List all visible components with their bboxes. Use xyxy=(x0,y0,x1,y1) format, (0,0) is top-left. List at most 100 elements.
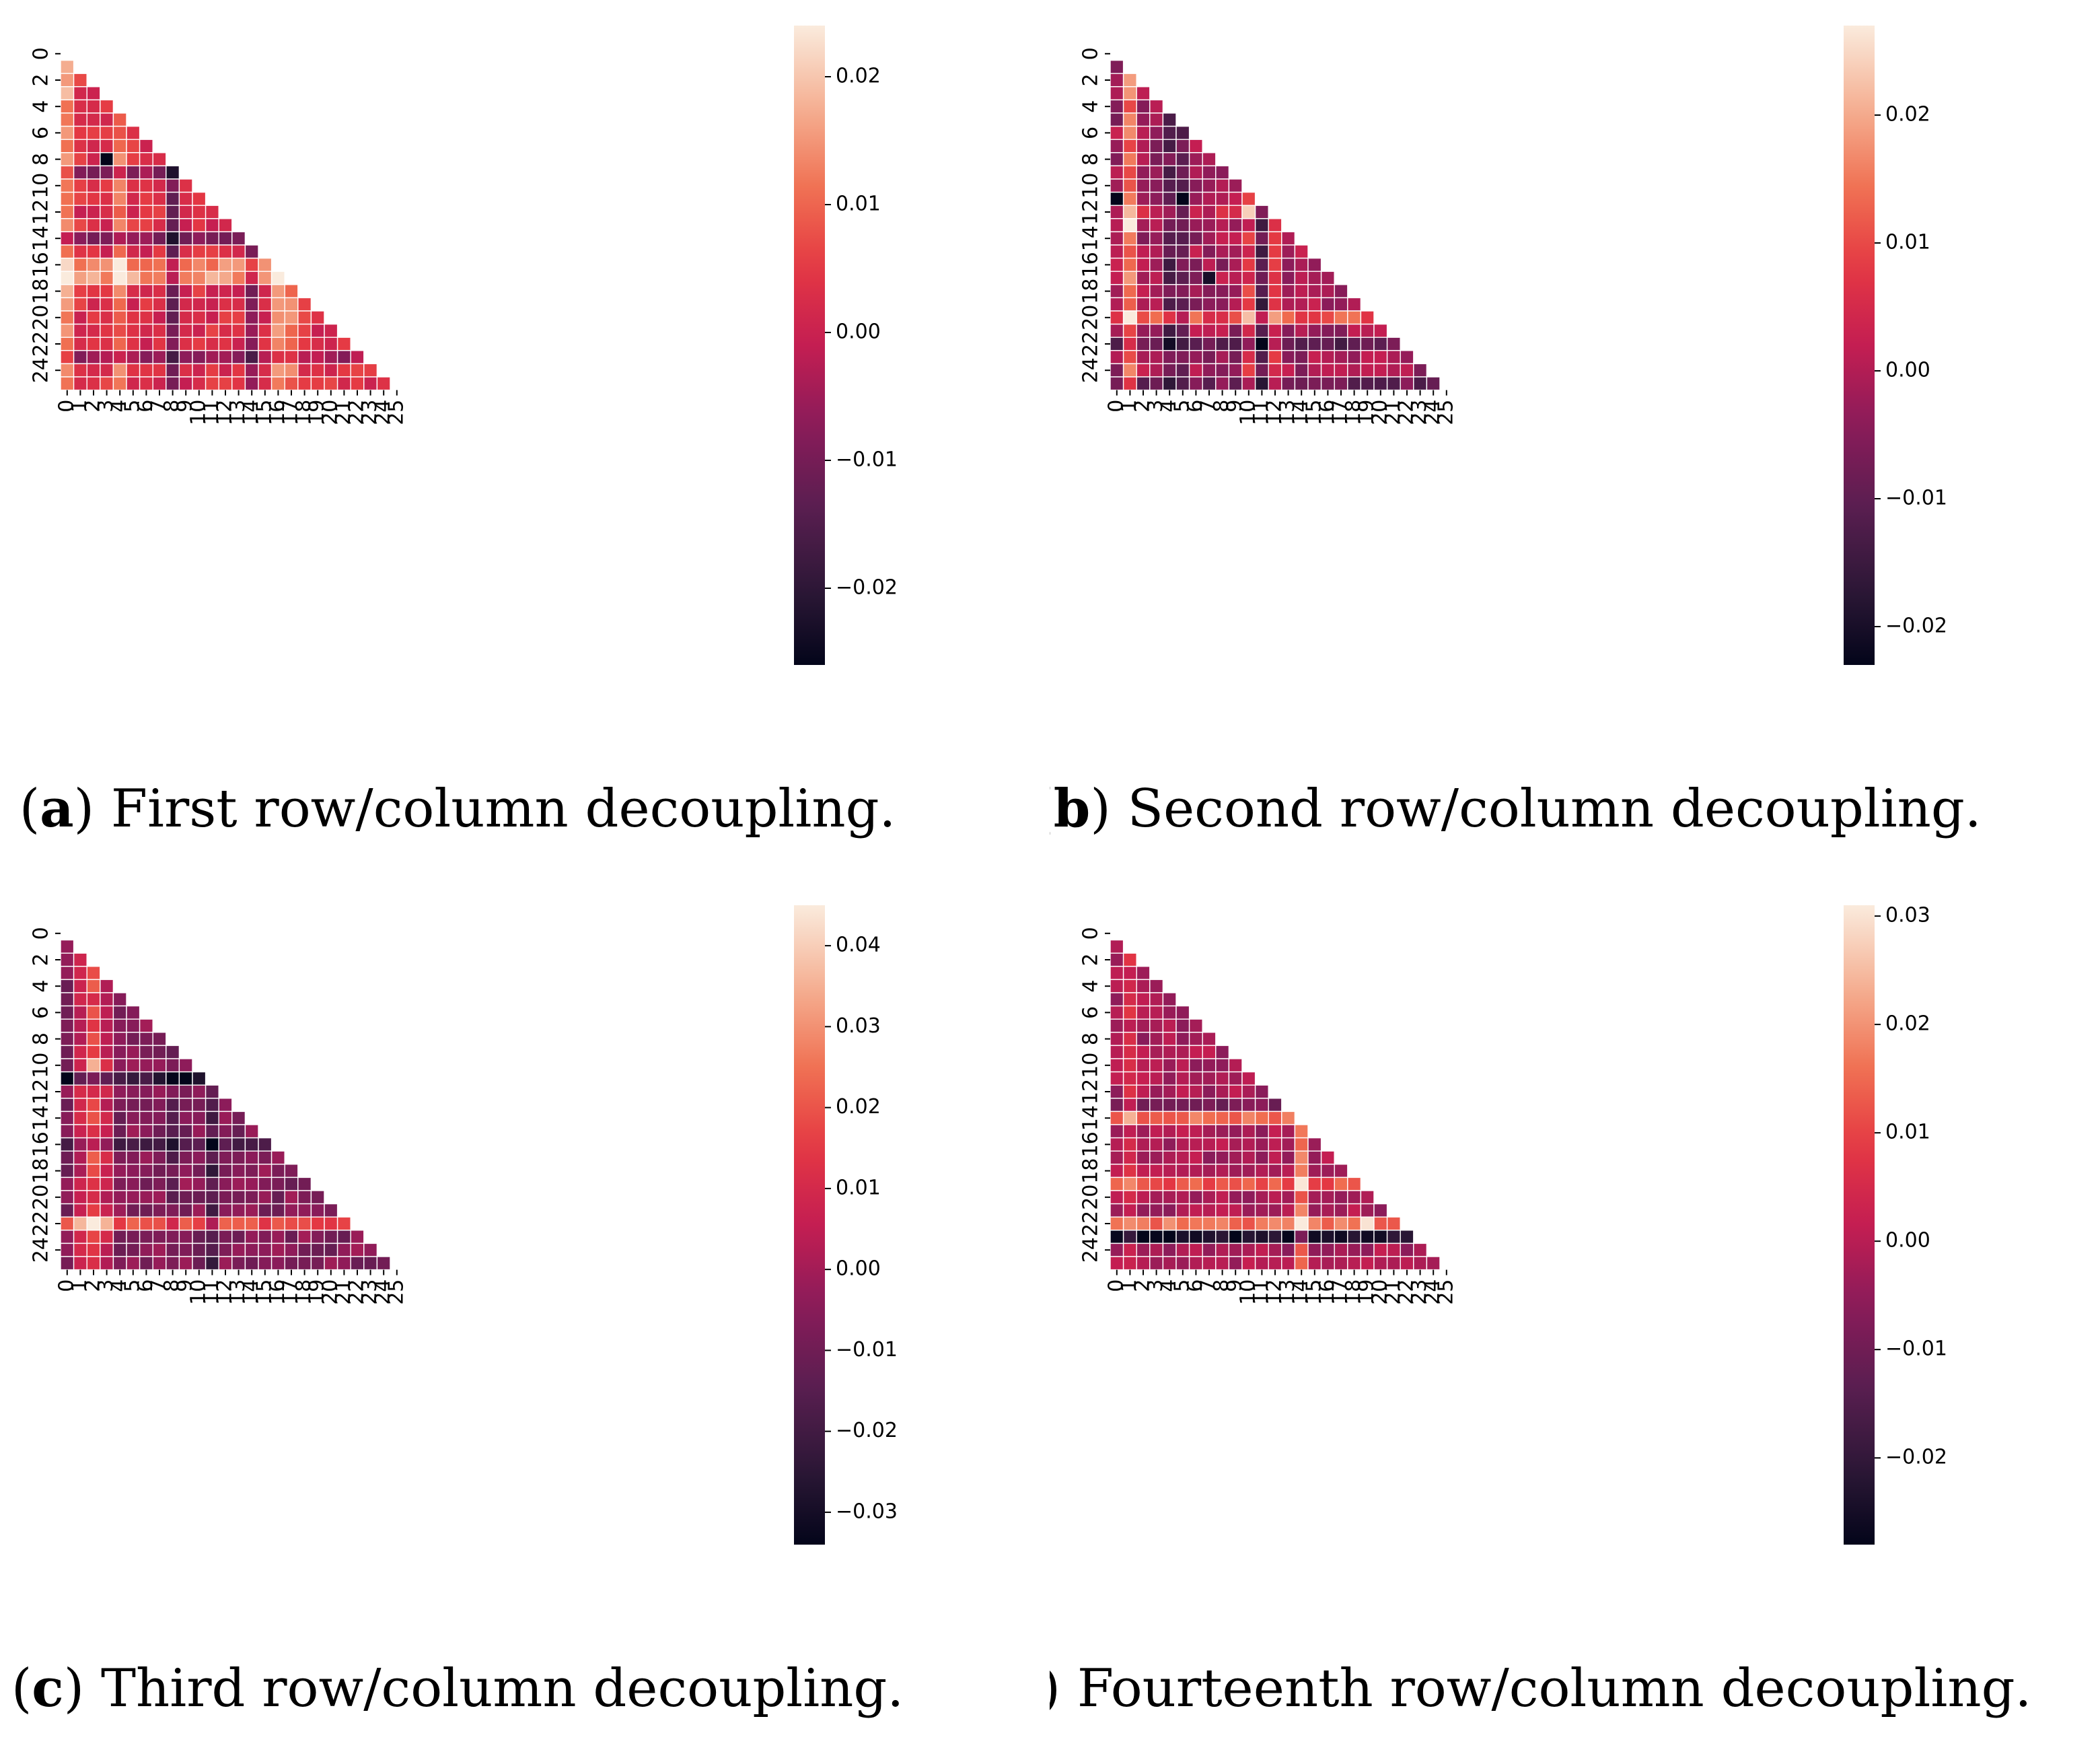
y-tick-label: 22 xyxy=(30,1211,53,1236)
heatmap-cell xyxy=(139,139,153,153)
heatmap-cell xyxy=(350,1230,365,1244)
heatmap-cell xyxy=(1281,244,1296,259)
heatmap-cell xyxy=(205,350,219,365)
y-tick-label: 2 xyxy=(1079,953,1103,966)
colorbar-tick-label: 0.04 xyxy=(836,934,881,957)
heatmap-cell xyxy=(60,191,75,206)
heatmap-cell xyxy=(1254,1256,1269,1271)
heatmap-cell xyxy=(100,1045,114,1059)
heatmap-cell xyxy=(218,1176,233,1191)
heatmap-cell xyxy=(1228,310,1243,325)
heatmap-cell xyxy=(1175,178,1190,193)
heatmap-cell xyxy=(166,191,180,206)
heatmap-cell xyxy=(112,1098,127,1113)
heatmap-cell xyxy=(178,1137,193,1152)
heatmap-cell xyxy=(1294,297,1309,312)
y-tick-label: 4 xyxy=(1079,980,1103,993)
heatmap-cell xyxy=(60,1216,75,1231)
heatmap-cell xyxy=(73,1176,87,1191)
heatmap-cell xyxy=(297,1190,312,1205)
heatmap-cell xyxy=(1228,1242,1243,1257)
heatmap-cell xyxy=(1175,1242,1190,1257)
heatmap-cell xyxy=(1149,1071,1164,1086)
heatmap-cell xyxy=(60,1242,75,1257)
heatmap-cell xyxy=(1307,337,1322,351)
caption-text: Fourteenth row/column decoupling. xyxy=(1077,1658,2031,1719)
heatmap-cell xyxy=(1347,323,1362,338)
heatmap-cell xyxy=(60,966,75,981)
y-tick-label: 0 xyxy=(30,927,53,940)
x-tick-label: 20 xyxy=(318,400,342,425)
heatmap-cell xyxy=(1202,271,1217,285)
heatmap-cell xyxy=(1360,1190,1375,1205)
colorbar-tick-label: −0.03 xyxy=(836,1500,898,1523)
heatmap-cell xyxy=(1373,1216,1388,1231)
heatmap-cell xyxy=(73,979,87,993)
heatmap-cell xyxy=(1334,376,1348,391)
x-tick-label: 11 xyxy=(1250,1279,1273,1305)
heatmap-cell xyxy=(73,1137,87,1152)
heatmap-cell xyxy=(1122,1216,1137,1231)
heatmap-cell xyxy=(1215,1203,1230,1218)
heatmap-cell xyxy=(86,376,101,391)
heatmap-cell xyxy=(1175,139,1190,153)
x-tick-label: 18 xyxy=(1342,400,1365,425)
x-tick-label: 5 xyxy=(120,1279,144,1292)
heatmap-cell xyxy=(1122,1005,1137,1020)
heatmap-cell xyxy=(86,1164,101,1178)
y-tick-label: 10 xyxy=(1079,173,1103,199)
heatmap-cells xyxy=(1110,59,1441,391)
heatmap-cell xyxy=(192,1137,207,1152)
heatmap-cell xyxy=(60,1045,75,1059)
x-tick-label: 2 xyxy=(1131,400,1155,413)
heatmap-cell xyxy=(1175,1071,1190,1086)
colorbar-tick-label: 0.01 xyxy=(1885,1121,1930,1144)
heatmap-cell xyxy=(60,297,75,312)
x-tick-label: 9 xyxy=(174,400,197,413)
heatmap-cell xyxy=(139,1071,153,1086)
heatmap-cell xyxy=(336,363,351,378)
heatmap-cell xyxy=(1373,337,1388,351)
heatmap-cell xyxy=(1136,86,1151,101)
heatmap-cell xyxy=(258,1190,273,1205)
heatmap-cell xyxy=(1241,1124,1256,1139)
caption-text: Second row/column decoupling. xyxy=(1128,779,1982,839)
heatmap-cell xyxy=(1202,1176,1217,1191)
heatmap-cell xyxy=(1136,1032,1151,1047)
heatmap-cell xyxy=(192,191,207,206)
heatmap-cell xyxy=(205,1176,219,1191)
heatmap-cell xyxy=(139,1018,153,1033)
heatmap-cell xyxy=(100,323,114,338)
x-axis-ticks: 0123456789101112131415161718192021222324… xyxy=(1104,1269,1457,1305)
heatmap-cell xyxy=(218,1256,233,1271)
heatmap-cell xyxy=(73,1216,87,1231)
caption-text: Third row/column decoupling. xyxy=(101,1658,904,1719)
heatmap-cell xyxy=(126,1164,141,1178)
heatmap-cell xyxy=(1162,1137,1177,1152)
x-tick-label: 2 xyxy=(1131,1279,1155,1292)
heatmap-cell xyxy=(126,284,141,299)
heatmap-cell xyxy=(139,1164,153,1178)
heatmap-cell xyxy=(139,205,153,219)
heatmap-cell xyxy=(86,1256,101,1271)
figure-caption: (b) Second row/column decoupling. xyxy=(1050,778,1982,839)
heatmap-cell xyxy=(100,297,114,312)
x-tick-label: 24 xyxy=(371,400,395,425)
heatmap-cell xyxy=(1162,310,1177,325)
y-tick-label: 20 xyxy=(30,305,53,330)
heatmap-cell xyxy=(60,257,75,272)
heatmap-cell xyxy=(166,1071,180,1086)
heatmap-cell xyxy=(192,337,207,351)
heatmap-cell xyxy=(1241,363,1256,378)
heatmap-cell xyxy=(1162,284,1177,299)
heatmap-cell xyxy=(1188,284,1203,299)
heatmap-cell xyxy=(1281,257,1296,272)
heatmap-cell xyxy=(112,271,127,285)
x-tick-label: 15 xyxy=(1302,1279,1326,1305)
heatmap-cell xyxy=(178,363,193,378)
heatmap-cell xyxy=(60,218,75,233)
heatmap-cell xyxy=(1268,363,1282,378)
heatmap-cell xyxy=(152,218,167,233)
heatmap-cell xyxy=(100,1111,114,1125)
